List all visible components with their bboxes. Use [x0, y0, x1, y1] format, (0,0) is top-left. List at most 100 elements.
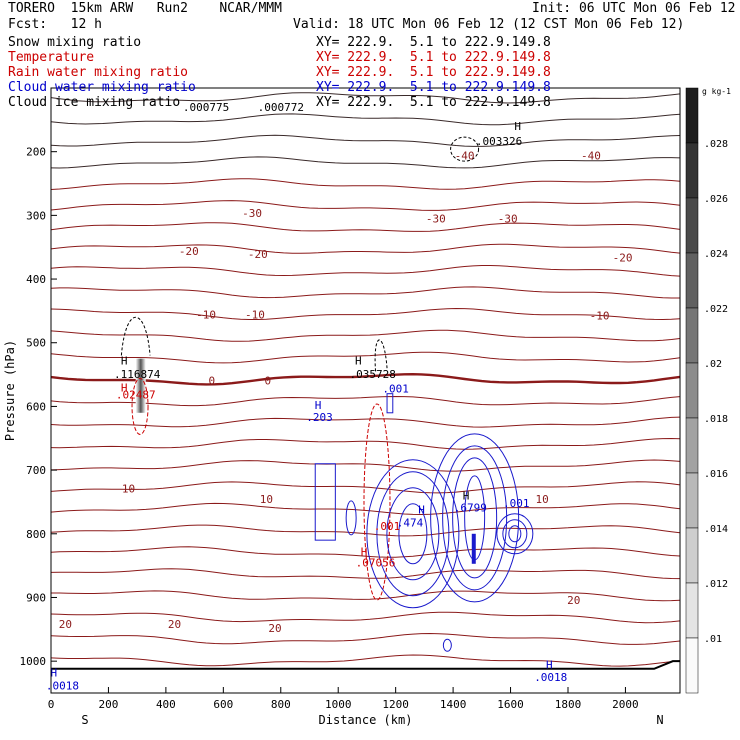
cloud-water-core: [471, 533, 476, 564]
temperature-label: -20: [179, 245, 199, 258]
colorbar-segment: [685, 252, 699, 309]
temperature-label: -10: [196, 309, 216, 322]
colorbar-tick-label: .018: [704, 414, 728, 425]
maximum-label: .116874: [114, 368, 161, 381]
x-tick-label: 1400: [440, 698, 467, 711]
rain-contour: [131, 377, 149, 435]
freezing-level-contour: [50, 372, 681, 386]
cloud-water-contour: [386, 393, 394, 414]
isotherm-line: [50, 459, 681, 472]
maximum-label: .203: [306, 411, 333, 424]
temperature-label: -20: [248, 248, 268, 261]
colorbar-segment: [685, 582, 699, 639]
temperature-label: 10: [122, 483, 135, 496]
isotherm-line: [50, 134, 681, 147]
colorbar-unit: g kg-1: [702, 87, 731, 96]
high-marker: H: [361, 546, 368, 559]
high-marker: H: [355, 355, 362, 368]
y-tick-label: 600: [26, 400, 46, 413]
cloud-ice-contour: [450, 136, 480, 162]
colorbar-tick-label: .024: [704, 249, 728, 260]
cloud-water-contour: [430, 433, 520, 603]
forecast-hour: Fcst: 12 h: [8, 17, 102, 32]
isotherm-line: [50, 395, 681, 407]
temperature-label: 10: [536, 493, 549, 506]
x-tick-label: 1800: [555, 698, 582, 711]
temperature-label: 20: [268, 622, 281, 635]
field-xy: XY= 222.9. 5.1 to 222.9.149.8: [316, 80, 551, 95]
maximum-label: .001: [374, 520, 401, 533]
high-marker: H: [315, 399, 322, 412]
isotherm-line: [50, 632, 681, 645]
y-axis-title: Pressure (hPa): [3, 340, 17, 441]
cloud-water-contour: [442, 638, 452, 652]
y-tick-label: 400: [26, 273, 46, 286]
temperature-label: -20: [613, 251, 633, 264]
endpoint-label: N: [656, 713, 663, 727]
isotherm-line: [50, 329, 681, 342]
maximum-label: .0018: [534, 671, 567, 684]
isotherm-line: [50, 307, 681, 321]
isotherm-line: [50, 546, 681, 558]
colorbar-tick-label: .014: [704, 524, 728, 535]
plot-frame: [50, 87, 681, 694]
isotherm-line: [50, 416, 681, 428]
cloud-water-contour: [376, 471, 450, 597]
y-tick-label: 900: [26, 591, 46, 604]
init-time: Init: 06 UTC Mon 06 Feb 12: [532, 1, 736, 16]
high-marker: H: [418, 504, 425, 517]
field-xy: XY= 222.9. 5.1 to 222.9.149.8: [316, 35, 551, 50]
isotherm-line: [50, 113, 681, 126]
y-tick-label: 700: [26, 464, 46, 477]
maximum-label: .474: [397, 516, 424, 529]
temperature-label: 20: [59, 618, 72, 631]
x-tick-label: 600: [213, 698, 233, 711]
x-tick-label: 0: [48, 698, 55, 711]
cloud-water-contour: [502, 519, 528, 549]
colorbar-segment: [685, 472, 699, 529]
x-axis-title: Distance (km): [319, 713, 413, 727]
cloud-water-contour: [442, 445, 508, 591]
isotherm-line: [50, 611, 681, 624]
colorbar-tick-label: .028: [704, 139, 728, 150]
cloud-water-contour: [398, 503, 428, 565]
high-marker: H: [463, 490, 470, 503]
cloud-water-contour: [386, 487, 440, 581]
colorbar-segment: [685, 197, 699, 254]
colorbar-tick-label: .026: [704, 194, 728, 205]
temperature-label: -30: [498, 213, 518, 226]
colorbar: .028 .026 .024 .022 .02 .018 .016 .014 .012 .01 g …: [685, 87, 731, 694]
maximum-label: .0018: [46, 679, 79, 692]
temperature-label: -40: [455, 150, 475, 163]
y-tick-label: 1000: [20, 655, 47, 668]
field-name: Cloud ice mixing ratio: [8, 95, 181, 110]
valid-time: Valid: 18 UTC Mon 06 Feb 12 (12 CST Mon …: [293, 17, 685, 32]
isotherm-line: [50, 156, 681, 169]
temperature-label: 10: [260, 493, 273, 506]
y-tick-label: 300: [26, 209, 46, 222]
temperature-label: -30: [242, 207, 262, 220]
rain-contour: [363, 403, 391, 601]
contour-labels: -40 -40 -30 -30 -30 -20 -20 -20 -10 -10 -10 0 0 10 10 1…: [46, 101, 633, 692]
temperature-label: -10: [245, 309, 265, 322]
x-tick-label: 1600: [497, 698, 524, 711]
temperature-label: 0: [209, 374, 216, 387]
isotherm-line: [50, 178, 681, 190]
cloud-ice-contour: [374, 339, 388, 372]
hydrometeor-contours: [120, 136, 534, 652]
isotherm-line: [50, 265, 681, 277]
isotherm-line: [50, 524, 681, 537]
y-tick-label: 200: [26, 146, 46, 159]
colorbar-segment: [685, 87, 699, 144]
maximum-label: .02487: [116, 388, 156, 401]
isotherm-line: [50, 481, 681, 494]
isotherm-line: [50, 568, 681, 580]
maximum-label: .6799: [454, 502, 487, 515]
x-tick-label: 200: [99, 698, 119, 711]
isotherm-line: [50, 222, 681, 232]
colorbar-segment: [685, 142, 699, 199]
maximum-label: .07056: [356, 556, 396, 569]
isotherm-line: [51, 590, 681, 602]
field-name: Cloud water mixing ratio: [8, 80, 196, 95]
